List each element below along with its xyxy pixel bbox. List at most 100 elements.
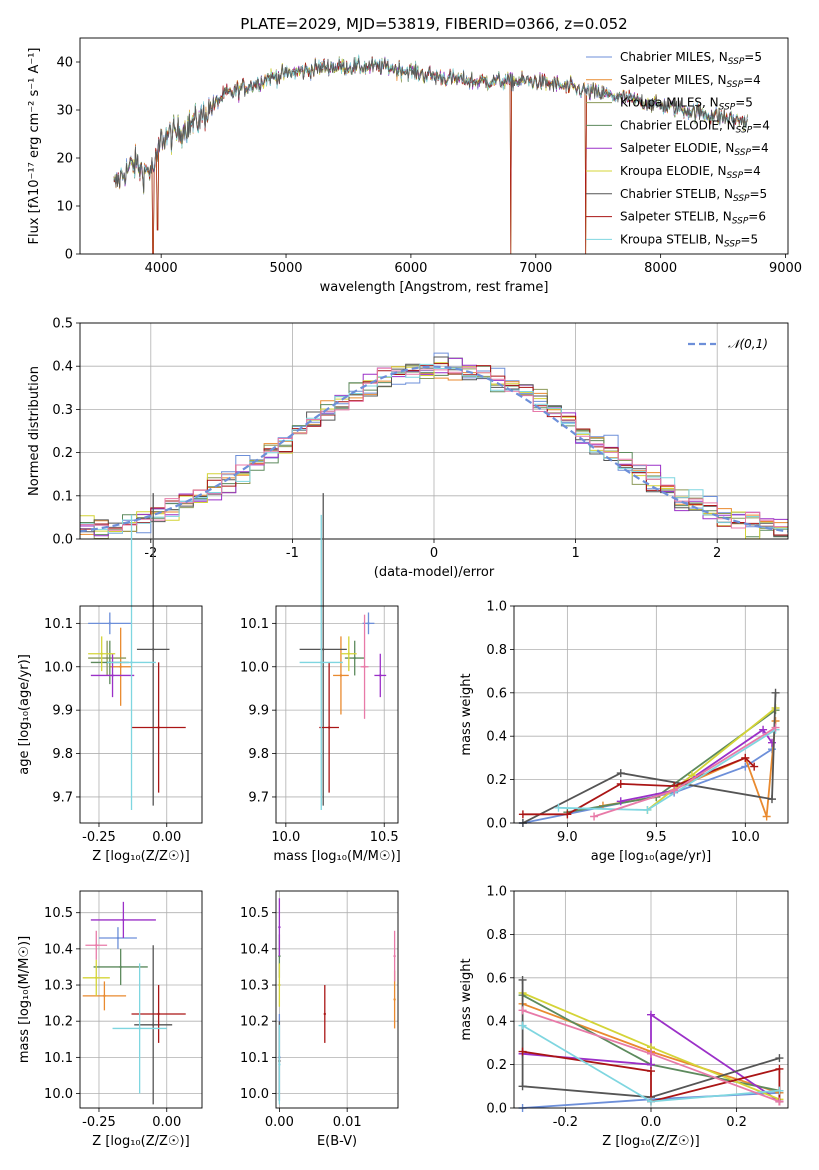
weight_vs_Z-ytick-label: 0.0 [486, 1102, 507, 1117]
age_vs_Z-marks [88, 493, 186, 810]
age_vs_mass-point [327, 726, 331, 729]
age_vs_Z-axes: -0.25 0.00 9.7 9.8 9.9 10.0 10.1 Z [log₁₀(Z/Z☉)… [17, 605, 203, 864]
spectrum-xtick-label: 8000 [644, 261, 677, 276]
legend-subscript: SSP [727, 80, 744, 90]
mass_vs_ebv-point [323, 1012, 326, 1016]
spectrum-series-line [113, 57, 748, 193]
mass_vs_ebv-point [278, 983, 281, 987]
mass_vs_Z-point [103, 994, 106, 998]
weight_vs_age-series-line [620, 728, 773, 803]
age_vs_mass-frame [275, 605, 399, 824]
legend-series-name: Chabrier MILES, N [620, 50, 728, 64]
weight_vs_age-xtick-label: 9.5 [646, 830, 667, 845]
age_vs_mass-point [367, 622, 370, 625]
legend-series-name: Salpeter STELIB, N [620, 210, 732, 224]
age_vs_Z-ytick-label: 9.8 [52, 747, 73, 762]
residuals-ytick-label: 0.0 [52, 533, 73, 548]
age_vs_Z-point [130, 661, 133, 664]
residuals-xlabel: (data-model)/error [374, 565, 495, 580]
weight_vs_Z-marker [647, 1097, 655, 1106]
legend-series-name: Chabrier STELIB, N [620, 187, 733, 201]
legend-subscript: SSP [719, 103, 736, 113]
figure-title: PLATE=2029, MJD=53819, FIBERID=0366, z=0… [240, 15, 627, 33]
weight_vs_age-marker [741, 753, 750, 762]
age_vs_Z-frame [79, 605, 203, 824]
legend-series-name: Kroupa MILES, N [620, 96, 719, 110]
legend-subscript: SSP [727, 171, 744, 181]
age_vs_Z-point [100, 652, 103, 655]
weight_vs_Z-ytick-label: 0.2 [486, 1058, 507, 1073]
legend-label: Chabrier STELIB, NSSP=5 [620, 187, 767, 204]
weight_vs_Z-xtick-label: 0.2 [726, 1115, 747, 1130]
weight_vs_age-ytick-label: 0.6 [486, 686, 507, 701]
mass_vs_Z-point [119, 965, 122, 969]
weight_vs_Z-marker [647, 1049, 655, 1058]
age_vs_mass-ytick-label: 9.8 [248, 747, 269, 762]
mass_vs_ebv-ytick-label: 10.0 [240, 1087, 269, 1102]
weight_vs_age-xtick-label: 10.0 [731, 830, 760, 845]
mass_vs_Z-ytick-label: 10.3 [44, 979, 73, 994]
spectrum-ytick-label: 40 [56, 56, 73, 71]
age_vs_Z-xtick-label: 0.00 [152, 830, 181, 845]
weight_vs_Z-ylabel: mass weight [459, 958, 474, 1040]
spectrum-xtick-label: 6000 [394, 261, 427, 276]
mass_vs_Z-xtick-label: -0.25 [82, 1115, 116, 1130]
legend-series-name: Chabrier ELODIE, N [620, 118, 736, 132]
legend-label: Chabrier MILES, NSSP=5 [620, 50, 762, 67]
weight_vs_age-series-line [522, 748, 773, 823]
age_vs_Z-point [119, 665, 122, 668]
mass_vs_Z-point [152, 1023, 155, 1027]
mass_vs_ebv-ytick-label: 10.3 [240, 979, 269, 994]
residuals-xtick-label: -2 [144, 546, 157, 561]
weight_vs_age-marker [643, 805, 652, 814]
residual-histogram [80, 356, 788, 537]
age_vs_Z-ytick-label: 9.7 [52, 790, 73, 805]
mass_vs_ebv-frame [275, 890, 399, 1109]
legend-ssp-count: =4 [751, 141, 769, 155]
legend-subscript: SSP [732, 217, 749, 227]
age_vs_Z-point [105, 656, 109, 660]
spectrum-ytick-label: 0 [65, 248, 73, 263]
weight_vs_Z-marker [775, 1086, 784, 1095]
weight_vs_Z-marker [518, 1006, 527, 1015]
weight_vs_age-ytick-label: 1.0 [486, 600, 507, 615]
age_vs_mass-marks [299, 493, 387, 810]
legend-subscript: SSP [734, 148, 751, 158]
weight_vs_age-marker [750, 762, 759, 771]
legend-series-name: Salpeter MILES, N [620, 73, 727, 87]
mass_vs_Z-panel: -0.25 0.00 10.0 10.1 10.2 10.3 10.4 10.5 Z [log₁… [17, 890, 203, 1149]
age_vs_Z-xtick-label: -0.25 [82, 830, 116, 845]
legend-ssp-count: =5 [735, 96, 753, 110]
spectrum-axes: 4000 5000 6000 7000 8000 9000 0 10 20 30 40 wavelen… [27, 37, 802, 295]
spectrum-xtick-label: 9000 [769, 261, 802, 276]
residuals-ytick-label: 0.4 [52, 360, 73, 375]
spectrum-ytick-label: 30 [56, 104, 73, 119]
residuals-ytick-label: 0.5 [52, 317, 73, 332]
weight_vs_age-marker [554, 803, 563, 812]
legend-ssp-count: =6 [748, 210, 766, 224]
mass_vs_Z-xtick-label: 0.00 [152, 1115, 181, 1130]
reference-normal-curve [79, 365, 789, 533]
mass_vs_ebv-axes: 0.00 0.01 10.0 10.1 10.2 10.3 10.4 10.5 E(B-V) [240, 890, 399, 1149]
weight_vs_age-ytick-label: 0.8 [486, 643, 507, 658]
age_vs_mass-ytick-label: 9.9 [248, 704, 269, 719]
mass_vs_Z-xlabel: Z [log₁₀(Z/Z☉)] [92, 1134, 189, 1149]
legend-series-name: Salpeter ELODIE, N [620, 141, 734, 155]
spectrum-xlabel: wavelength [Angstrom, rest frame] [320, 280, 549, 295]
age_vs_mass-point [322, 648, 325, 651]
age_vs_Z-point [152, 648, 155, 651]
weight_vs_age-marker [670, 786, 679, 795]
residuals-xtick-label: 1 [571, 546, 579, 561]
age_vs_mass-xlabel: mass [log₁₀(M/M☉)] [273, 849, 400, 864]
mass_vs_ebv-point [393, 998, 396, 1001]
weight_vs_age-frame [513, 605, 789, 824]
mass_vs_Z-ytick-label: 10.0 [44, 1087, 73, 1102]
weight_vs_Z-marker [518, 975, 527, 984]
residuals-ytick-label: 0.1 [52, 489, 73, 504]
residuals-xtick-label: -1 [286, 546, 299, 561]
weight_vs_age-marker [563, 810, 572, 819]
spectrum-ytick-label: 20 [56, 152, 73, 167]
legend-ssp-count: =5 [750, 187, 768, 201]
mass_vs_Z-point [122, 918, 125, 922]
